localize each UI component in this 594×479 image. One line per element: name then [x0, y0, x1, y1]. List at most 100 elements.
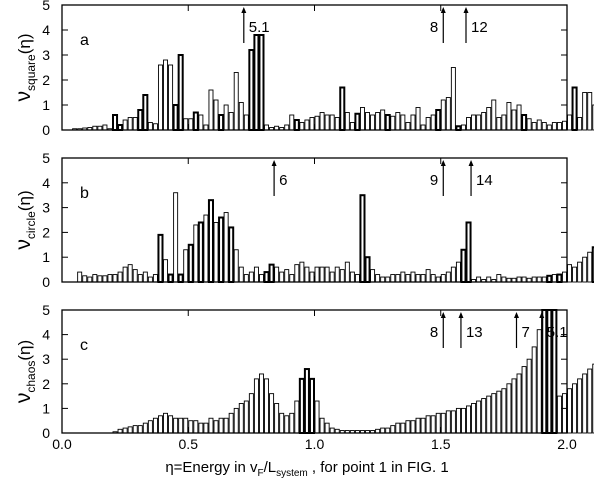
y-tick-label-b-5: 5 [42, 150, 50, 166]
bar-c-35 [238, 403, 244, 434]
x-axis-label: η=Energy in vF/Lsystem , for point 1 in … [165, 459, 448, 479]
bar-b-61 [370, 269, 376, 283]
bar-b-96 [546, 274, 553, 283]
bar-a-52 [324, 114, 330, 131]
bar-a-8 [102, 124, 108, 131]
bar-a-89 [511, 109, 517, 131]
x-tick-label-3: 1.5 [431, 436, 451, 452]
bar-b-29 [207, 199, 214, 283]
bar-c-101 [572, 383, 578, 434]
bar-c-67 [400, 422, 406, 434]
bar-b-23 [177, 273, 184, 283]
bar-a-102 [577, 117, 583, 131]
bar-a-50 [314, 115, 320, 131]
bar-b-87 [501, 276, 507, 283]
bar-a-45 [289, 114, 295, 131]
bar-b-80 [465, 221, 472, 283]
y-tick-label-c-3: 3 [42, 351, 50, 367]
bar-c-75 [440, 412, 446, 434]
bar-a-34 [233, 72, 239, 131]
bar-b-77 [450, 266, 456, 283]
bar-b-15 [137, 274, 143, 283]
bar-a-88 [506, 102, 512, 131]
bar-b-18 [152, 274, 158, 283]
bar-b-94 [536, 276, 542, 283]
bar-b-79 [460, 248, 467, 283]
y-tick-label-b-1: 1 [42, 249, 50, 265]
bar-a-19 [157, 64, 163, 131]
bar-b-12 [122, 266, 128, 283]
bar-c-45 [289, 412, 295, 434]
bar-c-89 [511, 378, 517, 434]
bar-b-40 [263, 271, 270, 283]
bar-b-42 [274, 266, 280, 283]
bar-c-15 [137, 425, 143, 434]
y-tick-label-a-0: 0 [42, 122, 50, 138]
bar-c-91 [521, 366, 527, 434]
bar-a-66 [395, 112, 401, 131]
bar-c-78 [455, 407, 461, 434]
annotation-arrow-head-c-1 [458, 312, 464, 318]
bar-c-82 [476, 400, 482, 434]
bar-c-52 [324, 422, 330, 434]
bar-b-65 [390, 274, 396, 283]
bar-a-96 [546, 124, 552, 131]
annotation-label-b-2: 14 [476, 172, 493, 189]
bar-c-86 [496, 390, 502, 434]
bar-b-31 [218, 216, 225, 284]
bar-a-84 [486, 107, 492, 131]
bar-c-21 [168, 415, 174, 434]
bar-c-74 [435, 412, 441, 434]
bar-a-44 [284, 124, 290, 131]
bar-a-61 [370, 114, 376, 131]
bar-a-91 [521, 114, 528, 131]
bar-b-34 [233, 249, 239, 283]
bar-c-103 [582, 373, 588, 434]
bar-a-99 [562, 120, 567, 131]
bar-c-66 [395, 422, 401, 434]
bar-b-6 [92, 274, 98, 283]
bar-b-17 [147, 276, 153, 283]
bar-b-91 [521, 276, 527, 283]
bar-a-60 [365, 112, 371, 131]
bar-a-57 [349, 122, 355, 131]
bar-a-17 [147, 122, 153, 131]
bar-a-77 [450, 67, 456, 131]
bar-b-105 [591, 246, 594, 283]
bar-b-59 [359, 194, 366, 283]
bar-b-74 [435, 276, 441, 283]
bar-c-104 [587, 368, 593, 434]
bar-b-41 [268, 263, 275, 284]
bar-b-14 [132, 269, 138, 283]
bar-c-94 [536, 329, 542, 434]
y-axis-label-a: νsquare(η) [12, 34, 38, 102]
y-tick-label-a-4: 4 [42, 22, 50, 38]
bar-c-102 [577, 378, 583, 434]
y-axis-label-c: νchaos(η) [12, 340, 38, 403]
bar-a-54 [334, 117, 340, 131]
bar-c-14 [132, 425, 138, 434]
bar-b-44 [284, 269, 290, 283]
bar-c-73 [430, 415, 436, 434]
annotation-label-a-2: 12 [471, 19, 488, 36]
bar-a-82 [476, 114, 482, 131]
bar-a-49 [309, 117, 315, 131]
bar-c-18 [152, 417, 158, 434]
annotation-arrow-head-c-3 [539, 312, 545, 318]
y-tick-label-c-4: 4 [42, 327, 50, 343]
bar-c-51 [319, 417, 325, 434]
bar-b-50 [314, 266, 320, 283]
bar-a-55 [339, 86, 346, 131]
bar-c-65 [390, 425, 396, 434]
bar-a-86 [496, 117, 502, 131]
bar-b-64 [385, 276, 391, 283]
bar-a-12 [122, 119, 128, 131]
bar-a-33 [228, 112, 234, 131]
bar-b-90 [516, 276, 522, 283]
bar-a-65 [390, 115, 396, 131]
bar-c-39 [259, 373, 264, 434]
bar-c-64 [385, 427, 391, 434]
bar-a-100 [567, 114, 573, 131]
bar-a-16 [142, 94, 149, 131]
bar-a-23 [177, 54, 184, 131]
